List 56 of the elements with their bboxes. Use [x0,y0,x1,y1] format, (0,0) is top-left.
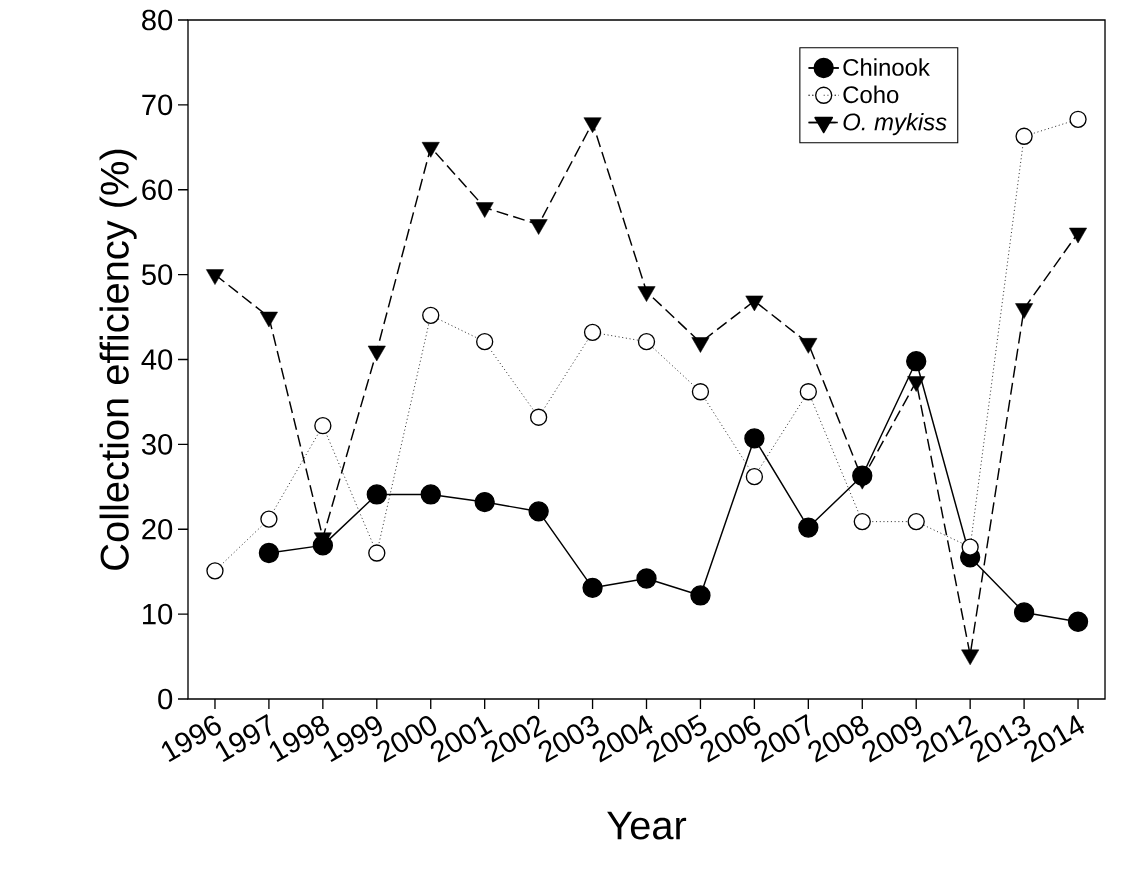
point [583,117,602,133]
point [421,142,440,158]
point [206,562,224,580]
point [690,585,711,606]
point [1013,602,1035,623]
point [368,544,386,562]
point [582,577,603,598]
point [258,542,280,564]
legend-label: Coho [843,85,899,104]
point [528,501,549,522]
point [853,512,871,531]
y-tick-label: 10 [143,603,173,625]
y-tick-label: 20 [142,518,173,540]
point [636,568,657,589]
point [474,491,495,513]
point [744,428,765,449]
y-tick-label: 30 [141,434,173,455]
y-tick-label: 60 [142,179,173,201]
x-axis-title: Year [607,811,687,840]
point [799,383,817,401]
point [259,311,278,328]
point [637,333,656,351]
point [745,467,764,486]
point [907,512,925,531]
point [1067,611,1089,632]
point [637,286,656,302]
point [206,269,224,285]
point [367,345,386,362]
point [529,219,548,235]
point [1015,303,1034,319]
point [366,484,387,505]
point [906,351,927,372]
y-tick-label: 70 [142,94,173,116]
point [745,295,764,312]
y-axis-title: Collection efficiency (%) [99,149,137,570]
point [529,408,548,426]
point [314,417,332,435]
point [422,306,440,325]
legend-label: Chinook [843,58,930,76]
point [799,338,818,354]
point [1069,227,1087,244]
point [691,383,710,401]
point [961,538,979,556]
legend-label: O. mykiss [843,112,947,136]
point [798,517,819,538]
y-tick-label: 0 [158,688,173,710]
point [420,484,441,505]
point [475,202,494,218]
point [260,510,278,528]
point [583,323,602,341]
y-tick-label: 80 [142,9,173,31]
point [691,337,710,353]
point [907,376,926,392]
point [476,333,494,351]
y-tick-label: 50 [141,264,173,285]
y-tick-label: 40 [141,349,173,370]
